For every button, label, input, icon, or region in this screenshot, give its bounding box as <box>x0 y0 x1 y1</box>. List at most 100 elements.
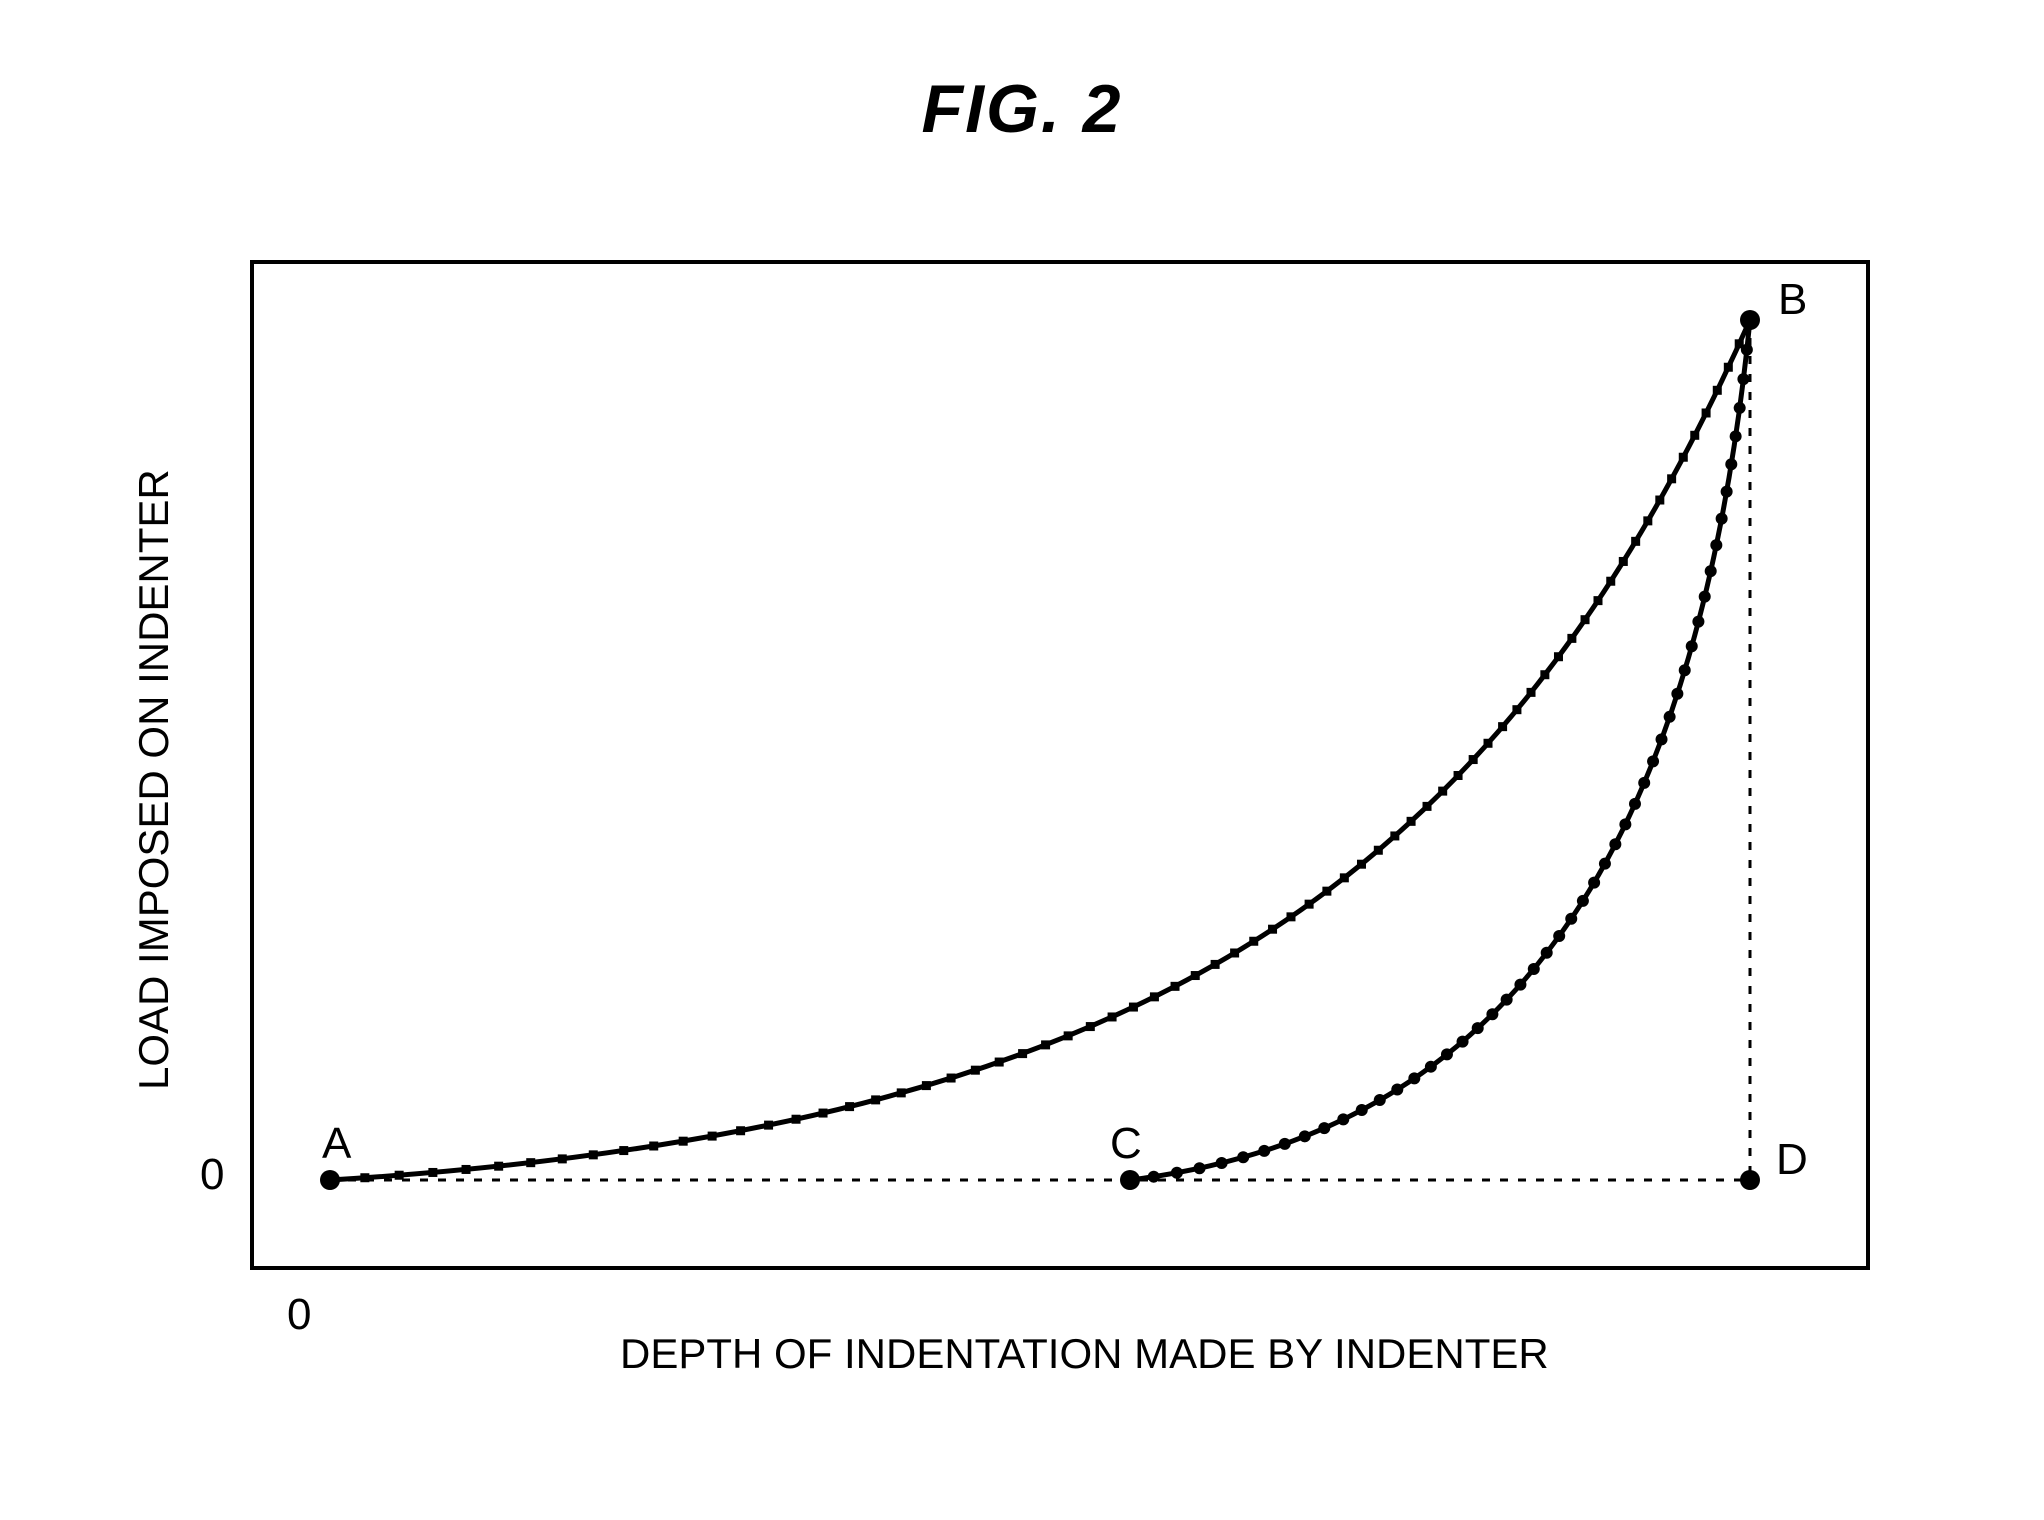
loading-curve-marker <box>1512 705 1521 714</box>
unloading-curve-marker <box>1699 591 1711 603</box>
loading-curve-marker <box>1268 925 1277 934</box>
unloading-curve-marker <box>1737 373 1749 385</box>
y-tick-zero: 0 <box>200 1150 224 1200</box>
loading-curve-marker <box>708 1132 717 1141</box>
unloading-curve-marker <box>1725 458 1737 470</box>
unloading-curve-marker <box>1472 1022 1484 1034</box>
unloading-curve-marker <box>1279 1138 1291 1150</box>
loading-curve-marker <box>995 1058 1004 1067</box>
loading-curve-marker <box>1064 1031 1073 1040</box>
loading-curve-marker <box>1619 557 1628 566</box>
loading-curve-marker <box>1390 831 1399 840</box>
unloading-curve-marker <box>1441 1048 1453 1060</box>
loading-curve-marker <box>619 1146 628 1155</box>
unloading-curve-marker <box>1599 858 1611 870</box>
unloading-curve-marker <box>1686 640 1698 652</box>
loading-curve-marker <box>1690 431 1699 440</box>
loading-curve-marker <box>1374 846 1383 855</box>
loading-curve-marker <box>1129 1003 1138 1012</box>
point-C <box>1120 1170 1140 1190</box>
unloading-curve-marker <box>1148 1171 1160 1183</box>
point-D <box>1740 1170 1760 1190</box>
loading-curve-marker <box>1713 386 1722 395</box>
loading-curve-marker <box>558 1154 567 1163</box>
loading-curve-marker <box>819 1109 828 1118</box>
unloading-curve-marker <box>1664 711 1676 723</box>
loading-curve-marker <box>1249 937 1258 946</box>
loading-curve-marker <box>1407 817 1416 826</box>
loading-curve-marker <box>1667 474 1676 483</box>
loading-curve-marker <box>1643 516 1652 525</box>
loading-curve-marker <box>1211 960 1220 969</box>
loading-curve-marker <box>922 1081 931 1090</box>
unloading-curve-marker <box>1528 963 1540 975</box>
loading-curve-marker <box>947 1074 956 1083</box>
loading-curve-marker <box>1041 1040 1050 1049</box>
loading-curve-marker <box>764 1121 773 1130</box>
loading-curve-marker <box>1230 948 1239 957</box>
loading-curve-marker <box>1606 577 1615 586</box>
loading-curve-marker <box>1357 860 1366 869</box>
unloading-curve-marker <box>1374 1094 1386 1106</box>
unloading-curve-marker <box>1647 755 1659 767</box>
point-B <box>1740 310 1760 330</box>
unloading-curve-marker <box>1337 1113 1349 1125</box>
loading-curve-marker <box>1484 739 1493 748</box>
loading-curve-marker <box>1286 912 1295 921</box>
loading-curve-marker <box>736 1126 745 1135</box>
loading-curve-marker <box>1724 363 1733 372</box>
unloading-curve-marker <box>1408 1072 1420 1084</box>
x-axis-label: DEPTH OF INDENTATION MADE BY INDENTER <box>620 1330 1549 1378</box>
unloading-curve-marker <box>1391 1084 1403 1096</box>
load-depth-chart: ABCD <box>250 260 1870 1270</box>
point-label-D: D <box>1776 1135 1808 1184</box>
unloading-curve-marker <box>1710 539 1722 551</box>
loading-curve-marker <box>1554 652 1563 661</box>
unloading-curve-marker <box>1656 733 1668 745</box>
y-axis-label: LOAD IMPOSED ON INDENTER <box>130 469 178 1090</box>
loading-curve-marker <box>1191 971 1200 980</box>
unloading-curve-marker <box>1741 344 1753 356</box>
loading-curve-marker <box>1631 537 1640 546</box>
unloading-curve-marker <box>1671 688 1683 700</box>
unloading-curve-marker <box>1588 877 1600 889</box>
loading-curve-marker <box>1171 982 1180 991</box>
unloading-curve-marker <box>1553 930 1565 942</box>
loading-curve-marker <box>1423 802 1432 811</box>
loading-curve-marker <box>679 1137 688 1146</box>
loading-curve-marker <box>871 1095 880 1104</box>
unloading-curve-marker <box>1638 777 1650 789</box>
loading-curve-marker <box>1438 787 1447 796</box>
unloading-curve-marker <box>1629 798 1641 810</box>
plot-border <box>252 262 1868 1268</box>
loading-curve-marker <box>1679 453 1688 462</box>
loading-curve-marker <box>897 1088 906 1097</box>
unloading-curve-marker <box>1457 1036 1469 1048</box>
loading-curve-marker <box>1540 670 1549 679</box>
loading-curve-marker <box>1322 887 1331 896</box>
loading-curve-marker <box>1581 615 1590 624</box>
loading-curve-marker <box>649 1142 658 1151</box>
unloading-curve-marker <box>1734 402 1746 414</box>
unloading-curve-marker <box>1730 430 1742 442</box>
unloading-curve-marker <box>1619 818 1631 830</box>
loading-curve-marker <box>845 1102 854 1111</box>
loading-curve-marker <box>1702 408 1711 417</box>
unloading-curve-marker <box>1514 979 1526 991</box>
loading-curve-marker <box>1469 755 1478 764</box>
unloading-curve-marker <box>1356 1104 1368 1116</box>
unloading-curve-marker <box>1609 838 1621 850</box>
loading-curve-marker <box>360 1173 369 1182</box>
loading-curve-marker <box>1454 771 1463 780</box>
loading-curve-marker <box>1340 873 1349 882</box>
loading-curve-marker <box>589 1150 598 1159</box>
unloading-curve-marker <box>1216 1157 1228 1169</box>
loading-curve-marker <box>395 1171 404 1180</box>
point-label-C: C <box>1110 1119 1142 1168</box>
point-A <box>320 1170 340 1190</box>
loading-curve-marker <box>462 1165 471 1174</box>
loading-curve-marker <box>792 1115 801 1124</box>
unloading-curve-marker <box>1501 994 1513 1006</box>
loading-curve-marker <box>1150 992 1159 1001</box>
unloading-curve-marker <box>1318 1122 1330 1134</box>
